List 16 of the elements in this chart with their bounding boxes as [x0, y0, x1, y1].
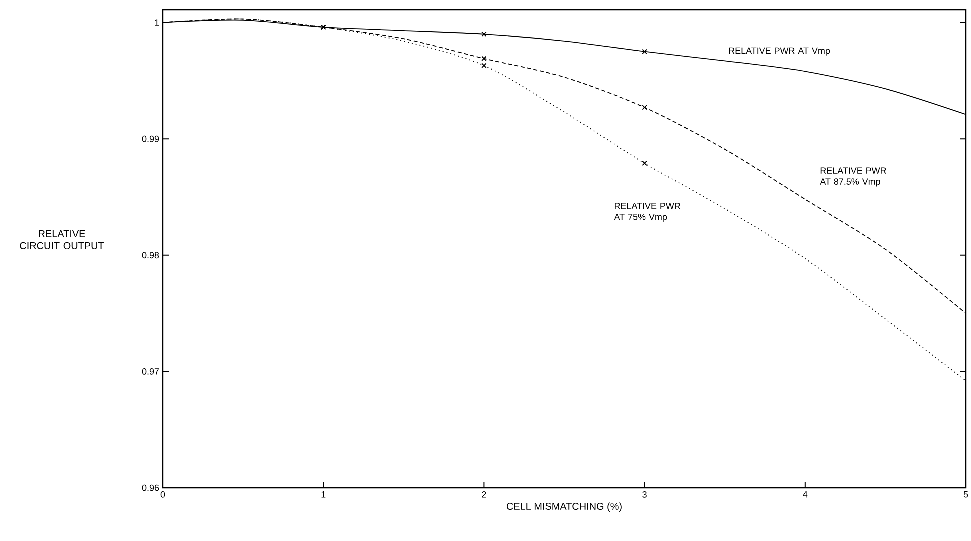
x-tick-label: 0 [160, 492, 166, 498]
y-tick-label: 1 [155, 20, 160, 26]
y-tick-label: 0.97 [142, 368, 160, 375]
x-tick-label: 4 [803, 492, 808, 498]
x-tick-label: 1 [322, 492, 326, 498]
y-tick-label: 0.99 [142, 136, 160, 142]
series-label: RELATIVE PWR AT 75% Vmp [614, 203, 680, 222]
series-label: RELATIVE PWR AT Vmp [729, 48, 830, 56]
text: RELATIVE PWR AT 87.5% Vmp [820, 168, 886, 187]
x-tick-label: 3 [642, 492, 647, 498]
y-axis-title: RELATIVE CIRCUIT OUTPUT [20, 230, 104, 250]
x-tick-label: 5 [964, 492, 968, 498]
x-tick-label: 2 [482, 492, 486, 498]
y-tick-label: 0.98 [142, 252, 160, 259]
x-axis-title: CELL MISMATCHING (%) [506, 502, 622, 512]
y-tick-label: 0.96 [142, 484, 160, 492]
